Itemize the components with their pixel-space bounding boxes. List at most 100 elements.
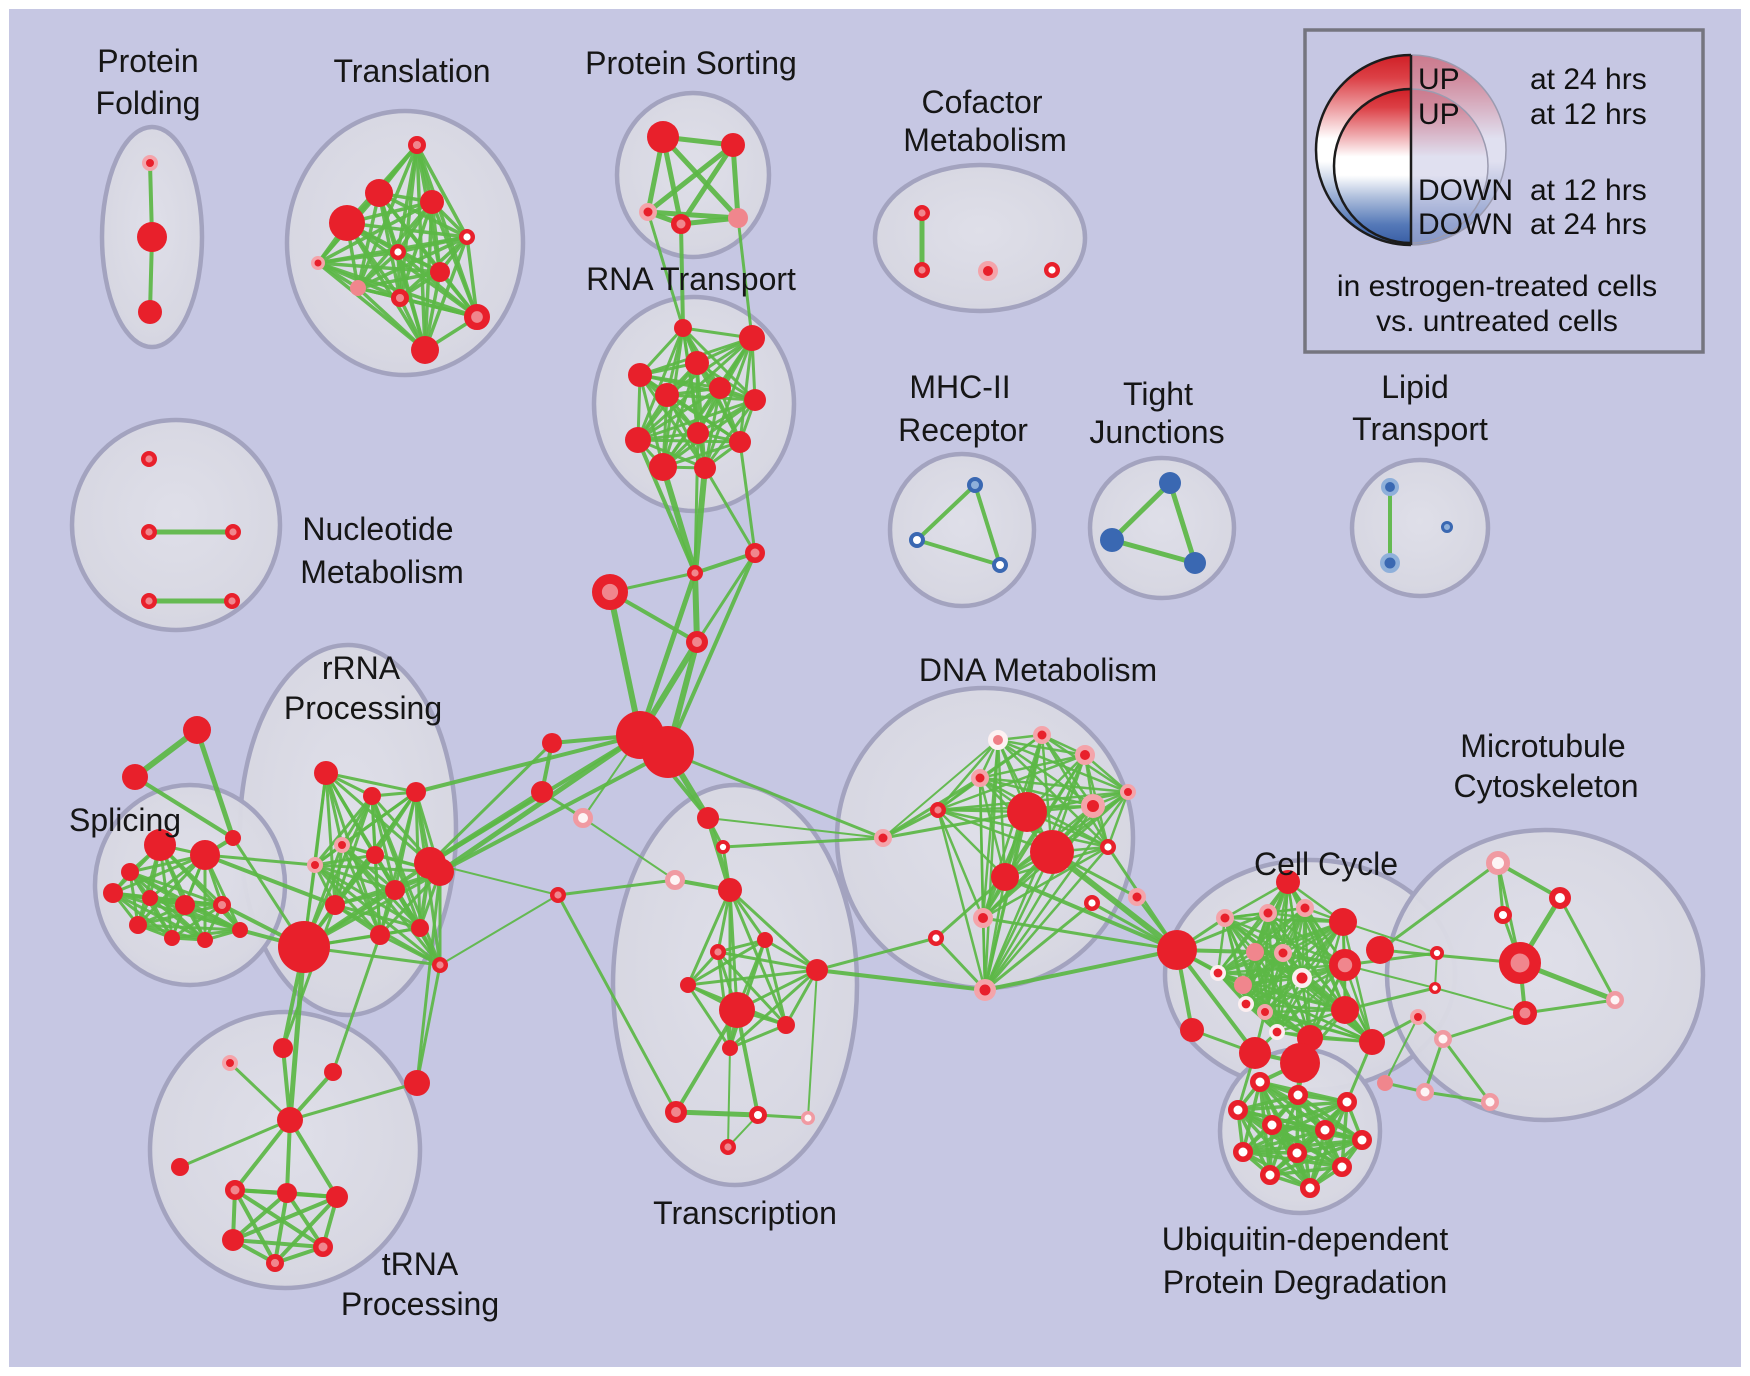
- network-node-ps4: [671, 214, 691, 234]
- network-node-mt1: [1486, 851, 1510, 875]
- network-node-mt10: [1434, 1030, 1452, 1048]
- network-node-st2: [122, 764, 148, 790]
- network-edge: [738, 440, 757, 555]
- cluster-label-microtubule-cytoskeleton: Microtubule: [1460, 728, 1625, 764]
- network-node-ps5: [728, 208, 748, 228]
- network-edge: [645, 209, 741, 221]
- network-node-dm7: [1030, 830, 1074, 874]
- network-node-mt7: [1513, 1000, 1538, 1025]
- network-edge: [231, 1191, 289, 1242]
- cluster-label-microtubule-cytoskeleton: Cytoskeleton: [1454, 768, 1639, 804]
- network-node-cc19: [1280, 1043, 1320, 1083]
- network-node-tn2: [225, 1180, 245, 1200]
- legend-faded-right-half: [1411, 55, 1506, 245]
- network-edge: [324, 771, 418, 794]
- network-node-mt8: [1606, 991, 1624, 1009]
- network-node-mt4: [1499, 942, 1542, 985]
- network-node-nm4: [140, 593, 157, 610]
- network-node-rt9: [687, 422, 709, 444]
- network-edge: [1378, 948, 1522, 965]
- network-edge: [881, 810, 1029, 840]
- network-edge: [981, 845, 1110, 920]
- network-edge: [1175, 948, 1257, 1055]
- network-node-dm18: [973, 908, 993, 928]
- network-node-tn7: [266, 1253, 285, 1272]
- network-edge: [936, 808, 1007, 879]
- network-node-tc6: [757, 932, 773, 948]
- network-node-ub12: [1300, 1178, 1320, 1198]
- network-node-tn9: [222, 1055, 238, 1071]
- network-node-rt4: [685, 351, 709, 375]
- network-node-cc12: [1257, 1004, 1273, 1020]
- network-node-tc14: [748, 1105, 767, 1124]
- network-node-cm1: [914, 204, 931, 221]
- network-edge: [636, 386, 722, 442]
- network-edge: [1343, 986, 1437, 1012]
- network-node-dm10: [1099, 839, 1116, 856]
- network-edge: [287, 944, 307, 1123]
- network-node-tn10: [324, 1063, 342, 1081]
- network-edge: [934, 875, 1007, 940]
- network-node-st1: [183, 716, 211, 744]
- network-node-dm4: [971, 769, 989, 787]
- network-edge: [983, 850, 1054, 992]
- cluster-ellipse-nucleotide-metabolism: [69, 417, 283, 633]
- network-node-hb8: [531, 781, 553, 803]
- network-node-ub8: [1233, 1142, 1253, 1162]
- network-node-tr8: [350, 280, 366, 296]
- network-node-tc7: [710, 944, 727, 961]
- network-edge: [1241, 1128, 1327, 1154]
- network-edge: [231, 1195, 339, 1242]
- network-node-ub3: [1228, 1100, 1248, 1120]
- network-node-hb11: [550, 887, 567, 904]
- network-edge: [1384, 1016, 1419, 1084]
- network-node-rr7: [426, 858, 454, 886]
- network-node-lt3: [1441, 521, 1453, 533]
- network-node-tr6: [390, 243, 407, 260]
- network-edge: [437, 732, 643, 875]
- legend-row-time: at 12 hrs: [1530, 174, 1647, 207]
- network-edge: [378, 870, 442, 937]
- network-edge: [1295, 1138, 1364, 1155]
- network-edge: [673, 1109, 761, 1118]
- network-edge: [203, 853, 337, 907]
- legend-row-label: UP: [1418, 98, 1460, 131]
- network-node-mt3: [1493, 905, 1512, 924]
- legend-row-time: at 12 hrs: [1530, 98, 1647, 131]
- network-edge: [665, 393, 757, 402]
- network-edge: [716, 938, 767, 954]
- network-edge: [333, 843, 344, 907]
- network-node-cc7: [1274, 944, 1292, 962]
- network-node-dm8: [991, 863, 1019, 891]
- network-edge: [1216, 880, 1290, 975]
- network-node-lt1: [1381, 477, 1400, 496]
- network-node-st3: [225, 830, 241, 846]
- network-node-hb7: [542, 733, 562, 753]
- cluster-label-splicing: Splicing: [69, 802, 181, 838]
- cluster-label-cofactor-metabolism: Cofactor: [922, 84, 1043, 120]
- network-edge: [1106, 790, 1130, 849]
- network-node-tc9: [806, 959, 828, 981]
- cluster-label-lipid-transport: Lipid: [1381, 369, 1449, 405]
- network-edge: [415, 870, 442, 1085]
- network-edge: [233, 1188, 325, 1249]
- network-edge: [636, 438, 697, 575]
- cluster-ellipse-mhc-ii-receptor: [887, 451, 1037, 609]
- network-edge: [681, 326, 757, 402]
- network-edge: [331, 933, 382, 1074]
- network-edge: [763, 938, 788, 1027]
- network-edge: [978, 776, 1095, 808]
- network-node-sp4: [103, 883, 123, 903]
- network-node-mt9: [1410, 1009, 1426, 1025]
- network-edge: [983, 901, 1094, 992]
- network-edge: [316, 250, 400, 265]
- network-edge: [973, 483, 1002, 567]
- network-node-rr4: [334, 837, 350, 853]
- network-node-nm1: [140, 451, 157, 468]
- network-node-tn8: [273, 1038, 293, 1058]
- network-edge: [686, 983, 732, 1050]
- cluster-label-trna-processing: Processing: [341, 1286, 499, 1322]
- network-edge: [316, 261, 442, 274]
- network-node-ub11: [1260, 1165, 1280, 1185]
- network-edge: [133, 775, 235, 840]
